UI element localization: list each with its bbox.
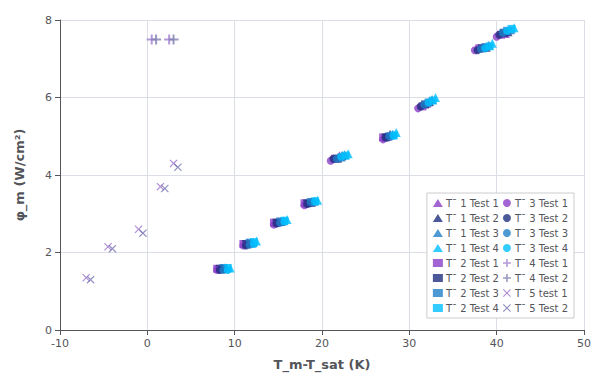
svg-text:2: 2 (45, 246, 52, 259)
svg-text:T¯ 1 Test 2: T¯ 1 Test 2 (445, 213, 499, 224)
svg-text:T¯ 4 Test 1: T¯ 4 Test 1 (514, 258, 568, 269)
svg-text:T¯ 5 test 1: T¯ 5 test 1 (514, 288, 568, 299)
svg-text:T¯ 3 Test 2: T¯ 3 Test 2 (514, 213, 568, 224)
svg-text:φ_m (W/cm²): φ_m (W/cm²) (12, 129, 28, 222)
svg-text:T¯ 2 Test 4: T¯ 2 Test 4 (445, 303, 499, 314)
svg-text:T¯ 1 Test 1: T¯ 1 Test 1 (445, 198, 499, 209)
svg-text:T¯ 3 Test 4: T¯ 3 Test 4 (514, 243, 568, 254)
svg-text:T¯ 3 Test 1: T¯ 3 Test 1 (514, 198, 568, 209)
svg-text:40: 40 (490, 337, 504, 350)
svg-text:T_m-T_sat (K): T_m-T_sat (K) (274, 357, 371, 373)
svg-text:10: 10 (228, 337, 242, 350)
svg-text:50: 50 (577, 337, 591, 350)
svg-text:T¯ 1 Test 4: T¯ 1 Test 4 (445, 243, 499, 254)
svg-text:T¯ 4 Test 2: T¯ 4 Test 2 (514, 273, 568, 284)
svg-text:6: 6 (45, 91, 52, 104)
svg-text:8: 8 (45, 14, 52, 27)
svg-text:T¯ 2 Test 2: T¯ 2 Test 2 (445, 273, 499, 284)
svg-text:30: 30 (402, 337, 416, 350)
svg-text:0: 0 (45, 324, 52, 337)
svg-text:T¯ 5 Test 2: T¯ 5 Test 2 (514, 303, 568, 314)
svg-text:T¯ 1 Test 3: T¯ 1 Test 3 (445, 228, 499, 239)
svg-text:T¯ 2 Test 1: T¯ 2 Test 1 (445, 258, 499, 269)
svg-text:4: 4 (45, 169, 52, 182)
svg-text:T¯ 3 Test 3: T¯ 3 Test 3 (514, 228, 568, 239)
svg-text:T¯ 2 Test 3: T¯ 2 Test 3 (445, 288, 499, 299)
svg-text:20: 20 (315, 337, 329, 350)
svg-text:0: 0 (144, 337, 151, 350)
svg-text:-10: -10 (51, 337, 69, 350)
